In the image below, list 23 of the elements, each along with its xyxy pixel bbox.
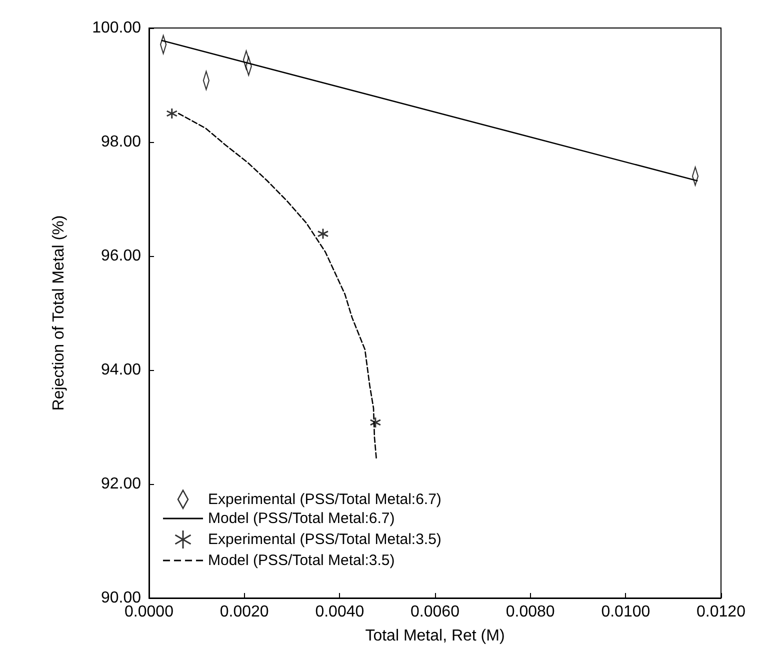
x-tick-label: 0.0000	[124, 604, 174, 620]
y-tick-label: 98.00	[100, 134, 142, 150]
legend-label: Model (PSS/Total Metal:3.5)	[208, 552, 395, 569]
y-tick-label: 92.00	[100, 476, 142, 492]
legend-label: Experimental (PSS/Total Metal:3.5)	[208, 531, 442, 548]
y-axis-title: Rejection of Total Metal (%)	[50, 215, 68, 411]
x-tick-label: 0.0040	[315, 604, 364, 620]
x-tick-label: 0.0080	[506, 604, 555, 620]
point	[166, 108, 178, 120]
y-tick-label: 96.00	[100, 248, 142, 264]
point	[370, 416, 382, 428]
line-series	[178, 112, 378, 460]
x-tick-label: 0.0100	[601, 604, 650, 620]
legend-label: Experimental (PSS/Total Metal:6.7)	[208, 490, 442, 508]
x-tick-label: 0.0020	[220, 604, 269, 620]
x-axis-title: Total Metal, Ret (M)	[365, 628, 505, 644]
x-tick-label: 0.0120	[696, 604, 746, 620]
y-tick-label: 90.00	[100, 590, 142, 606]
legend-label: Model (PSS/Total Metal:6.7)	[208, 510, 395, 527]
x-tick-label: 0.0060	[410, 604, 460, 620]
y-tick-label: 94.00	[100, 362, 142, 378]
y-tick-label: 100.00	[92, 20, 142, 36]
point	[317, 228, 329, 240]
